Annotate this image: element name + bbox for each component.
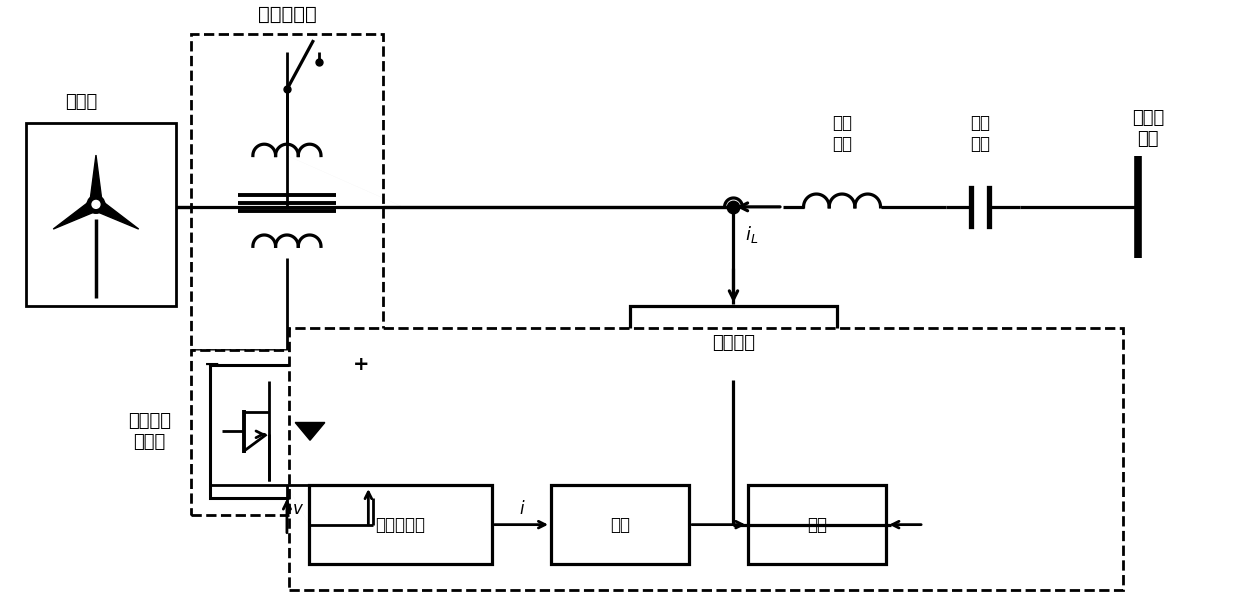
- Text: 无穷大
电网: 无穷大 电网: [1132, 109, 1164, 148]
- Bar: [748, 485, 887, 564]
- Text: 线路
电感: 线路 电感: [832, 114, 852, 153]
- Text: −: −: [205, 355, 221, 374]
- Text: $i_L$: $i_L$: [745, 224, 759, 245]
- Text: 反馈测量: 反馈测量: [712, 333, 755, 352]
- Bar: [551, 485, 689, 564]
- Text: 耦合变压器: 耦合变压器: [258, 5, 316, 24]
- Circle shape: [87, 195, 105, 213]
- Polygon shape: [89, 155, 103, 204]
- Text: 移相: 移相: [610, 516, 630, 534]
- Text: 滤波: 滤波: [807, 516, 827, 534]
- Bar: [211, 365, 363, 498]
- Bar: [289, 328, 1123, 590]
- Text: 风电场: 风电场: [64, 93, 97, 111]
- Text: 参考值计算: 参考值计算: [376, 516, 425, 534]
- Polygon shape: [295, 423, 325, 440]
- Text: 串补
电容: 串补 电容: [970, 114, 991, 153]
- Text: +: +: [353, 355, 370, 374]
- Text: v: v: [293, 500, 303, 518]
- Text: i: i: [520, 500, 523, 518]
- Bar: [26, 123, 176, 306]
- Bar: [309, 485, 492, 564]
- Bar: [630, 306, 837, 379]
- Text: 电力电子
变换器: 电力电子 变换器: [128, 412, 171, 451]
- Polygon shape: [53, 199, 99, 229]
- Circle shape: [92, 200, 100, 209]
- Bar: [191, 34, 383, 350]
- Bar: [191, 350, 383, 515]
- Polygon shape: [93, 199, 139, 229]
